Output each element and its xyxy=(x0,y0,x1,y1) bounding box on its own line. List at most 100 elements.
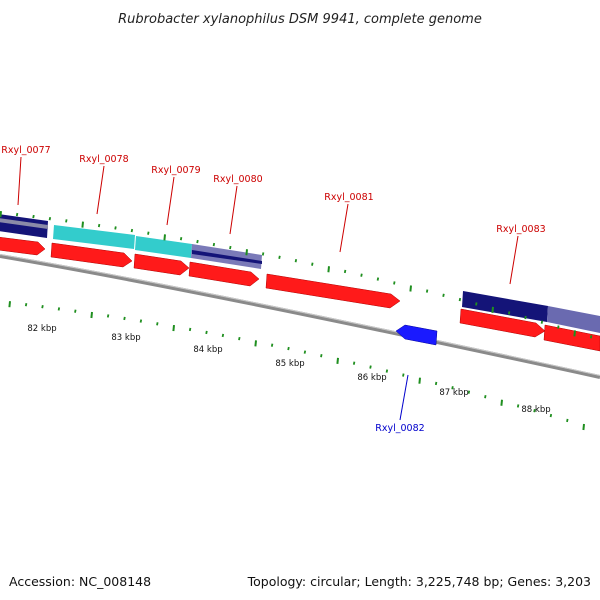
outer-major-tick xyxy=(81,221,84,228)
outer-minor-tick xyxy=(147,231,150,235)
outer-minor-tick xyxy=(196,239,199,244)
cog-bar-rxyl-0078 xyxy=(53,225,135,249)
cog-bar-rxyl-0083 xyxy=(462,291,548,322)
inner-minor-tick xyxy=(549,413,553,418)
outer-minor-tick xyxy=(376,277,380,281)
outer-minor-tick xyxy=(540,320,544,324)
inner-minor-tick xyxy=(270,343,274,347)
inner-minor-tick xyxy=(303,350,307,354)
inner-minor-tick xyxy=(434,381,438,386)
outer-minor-tick xyxy=(294,259,298,263)
outer-minor-tick xyxy=(524,315,527,320)
outer-minor-tick xyxy=(114,226,117,230)
leader-rxyl-0081 xyxy=(339,203,349,253)
outer-major-tick xyxy=(0,211,2,218)
backbone-highlight xyxy=(0,254,600,376)
outer-minor-tick xyxy=(261,252,265,256)
inner-minor-tick xyxy=(74,309,77,313)
inner-minor-tick xyxy=(106,314,110,318)
outer-minor-tick xyxy=(393,281,396,285)
cog-bar-rxyl-0080-band xyxy=(192,250,262,264)
cog-bar-rxyl-0079 xyxy=(135,236,192,258)
gene-label-rxyl-0077[interactable]: Rxyl_0077 xyxy=(1,145,50,156)
outer-minor-tick xyxy=(343,269,347,274)
outer-tick-ring xyxy=(0,211,593,339)
tick-label-86kbp: 86 kbp xyxy=(357,373,386,383)
gene-labels: Rxyl_0077 Rxyl_0078 Rxyl_0079 Rxyl_0080 … xyxy=(1,145,545,434)
cog-track xyxy=(0,214,600,333)
accession-text: Accession: NC_008148 xyxy=(9,574,151,589)
cog-bar-rxyl-0077-band xyxy=(0,218,48,229)
cog-bar-rxyl-0084 xyxy=(547,306,600,333)
outer-major-tick xyxy=(573,330,576,337)
outer-minor-tick xyxy=(360,273,363,277)
outer-major-tick xyxy=(327,266,330,273)
gene-label-rxyl-0078[interactable]: Rxyl_0078 xyxy=(79,154,128,165)
outer-minor-tick xyxy=(97,223,101,228)
inner-major-tick xyxy=(582,423,585,431)
outer-major-tick xyxy=(163,234,166,241)
inner-minor-tick xyxy=(516,404,520,408)
outer-minor-tick xyxy=(32,214,35,219)
tick-label-84kbp: 84 kbp xyxy=(193,345,222,355)
inner-minor-tick xyxy=(139,319,143,323)
outer-minor-tick xyxy=(442,293,445,297)
outer-minor-tick xyxy=(48,217,52,221)
leader-rxyl-0082 xyxy=(399,374,409,421)
tick-label-85kbp: 85 kbp xyxy=(275,359,304,369)
genome-backbone xyxy=(0,254,600,379)
inner-minor-tick xyxy=(188,327,192,332)
outer-minor-tick xyxy=(15,212,19,217)
gene-arrow-rxyl-0079 xyxy=(133,253,190,276)
inner-tick-ring xyxy=(8,301,585,431)
outer-minor-tick xyxy=(475,302,478,306)
inner-major-tick xyxy=(8,301,11,308)
outer-major-tick xyxy=(491,306,494,313)
leader-rxyl-0079 xyxy=(166,176,175,226)
inner-major-tick xyxy=(336,357,339,365)
leader-rxyl-0080 xyxy=(229,185,238,235)
inner-minor-tick xyxy=(24,302,28,307)
outer-minor-tick xyxy=(589,335,593,339)
tick-label-87kbp: 87 kbp xyxy=(439,388,468,398)
outer-minor-tick xyxy=(507,311,511,315)
outer-major-tick xyxy=(409,285,412,292)
outer-minor-tick xyxy=(458,297,462,302)
map-title: Rubrobacter xylanophilus DSM 9941, compl… xyxy=(118,12,482,27)
inner-major-tick xyxy=(172,324,175,332)
forward-gene-track xyxy=(0,236,600,352)
outer-minor-tick xyxy=(130,228,134,233)
inner-minor-tick xyxy=(402,373,405,377)
outer-minor-tick xyxy=(425,289,429,293)
inner-minor-tick xyxy=(385,369,389,373)
inner-minor-tick xyxy=(533,408,536,413)
inner-minor-tick xyxy=(41,305,44,309)
gene-label-rxyl-0080[interactable]: Rxyl_0080 xyxy=(213,174,262,185)
gene-label-rxyl-0081[interactable]: Rxyl_0081 xyxy=(324,192,373,203)
gene-arrow-rxyl-0080 xyxy=(188,261,260,287)
inner-minor-tick xyxy=(369,365,372,369)
outer-minor-tick xyxy=(311,262,314,266)
inner-minor-tick xyxy=(287,346,290,351)
outer-minor-tick xyxy=(229,245,232,250)
outer-major-tick xyxy=(245,249,248,256)
inner-major-tick xyxy=(90,311,93,319)
inner-minor-tick xyxy=(123,316,126,321)
outer-minor-tick xyxy=(212,242,216,247)
outer-minor-tick xyxy=(557,325,560,329)
outer-minor-tick xyxy=(65,219,68,223)
gene-label-rxyl-0083[interactable]: Rxyl_0083 xyxy=(496,224,545,235)
inner-minor-tick xyxy=(221,333,225,338)
inner-minor-tick xyxy=(484,394,487,399)
gene-arrow-rxyl-0084 xyxy=(543,324,600,352)
inner-minor-tick xyxy=(566,418,569,423)
leader-rxyl-0077 xyxy=(17,156,22,206)
genome-summary-text: Topology: circular; Length: 3,225,748 bp… xyxy=(247,574,591,589)
inner-minor-tick xyxy=(320,354,323,358)
gene-label-rxyl-0079[interactable]: Rxyl_0079 xyxy=(151,165,200,176)
inner-minor-tick xyxy=(57,307,61,311)
gene-label-rxyl-0082[interactable]: Rxyl_0082 xyxy=(375,423,424,434)
label-leaders xyxy=(17,156,519,421)
